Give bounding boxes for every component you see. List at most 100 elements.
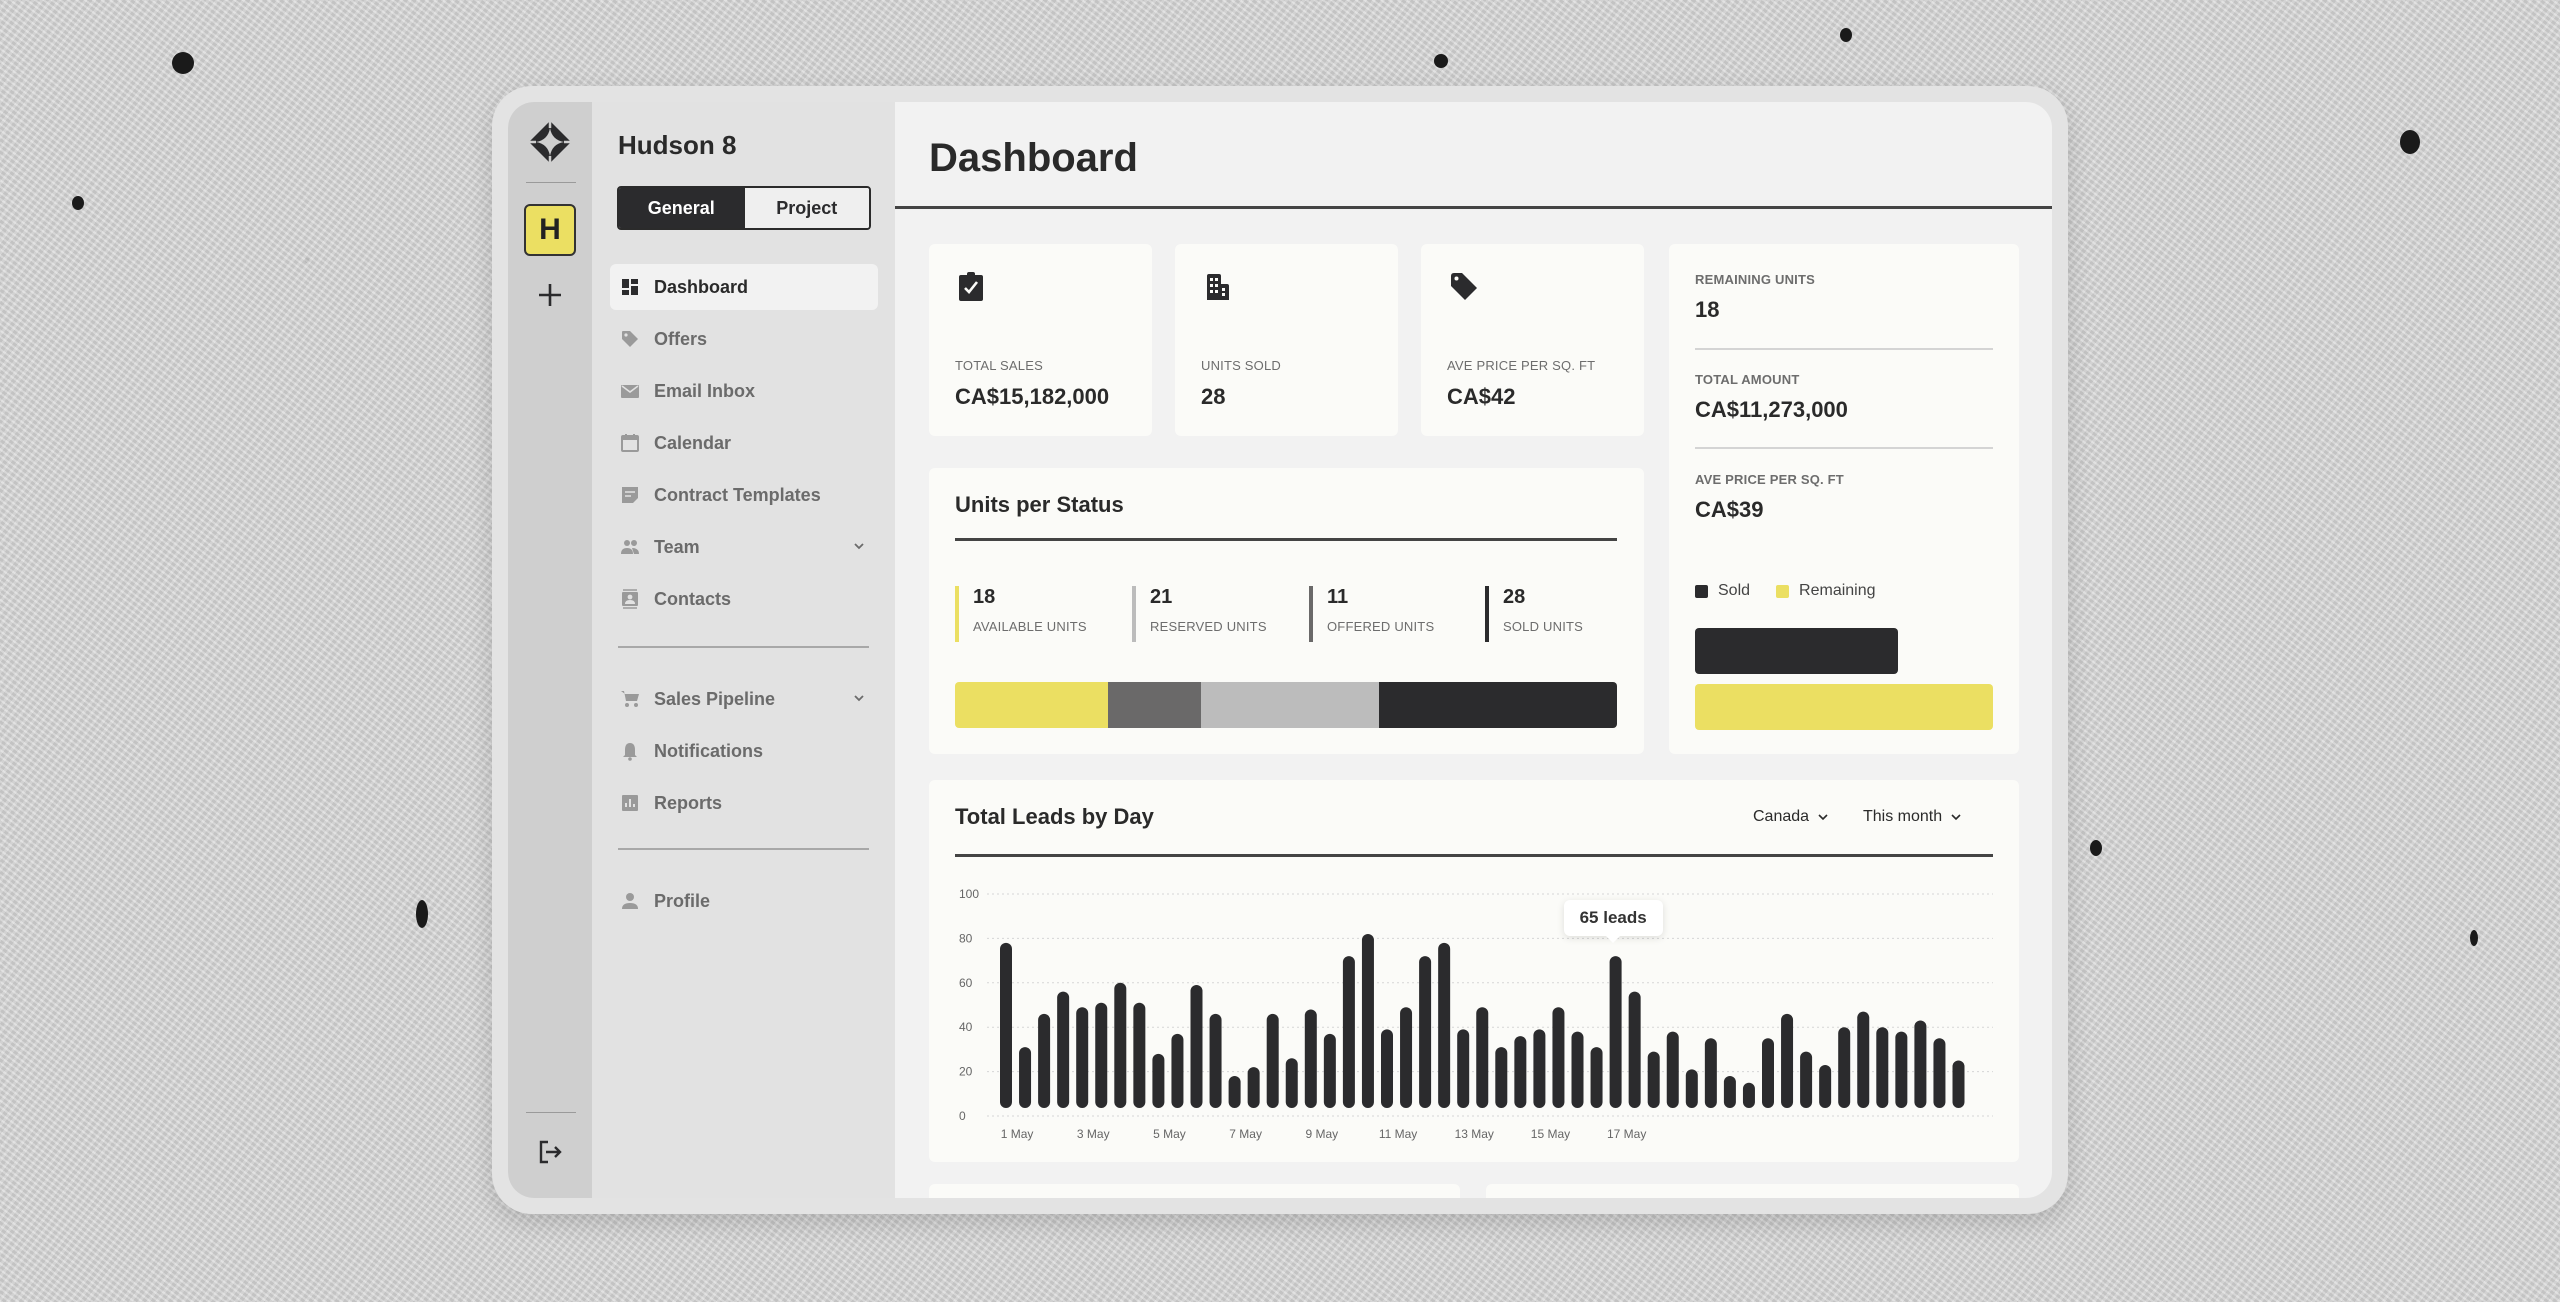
leads-bar[interactable] bbox=[1209, 1013, 1222, 1108]
leads-bar[interactable] bbox=[1800, 1051, 1813, 1108]
sidebar-item-offers[interactable]: Offers bbox=[610, 316, 878, 362]
leads-bar[interactable] bbox=[1742, 1082, 1755, 1108]
leads-bar[interactable] bbox=[1057, 991, 1070, 1108]
leads-bar[interactable] bbox=[1609, 956, 1622, 1108]
leads-bar[interactable] bbox=[1457, 1029, 1470, 1108]
app-rail: H bbox=[508, 102, 592, 1198]
leads-bar[interactable] bbox=[1895, 1031, 1908, 1108]
rail-divider bbox=[526, 1112, 576, 1113]
project-avatar-button[interactable]: H bbox=[524, 204, 576, 256]
leads-bar[interactable] bbox=[1266, 1013, 1279, 1108]
stat-value: 21 bbox=[1150, 586, 1173, 608]
leads-bar[interactable] bbox=[1381, 1029, 1393, 1108]
leads-bar[interactable] bbox=[1228, 1076, 1241, 1108]
main-content: Dashboard TOTAL SALES CA$15,182,000 UNIT… bbox=[895, 102, 2052, 1198]
contact-card-icon bbox=[622, 589, 638, 609]
leads-bar[interactable] bbox=[1514, 1036, 1527, 1108]
leads-bar[interactable] bbox=[1647, 1051, 1660, 1108]
period-dropdown[interactable]: This month bbox=[1863, 808, 1962, 826]
leads-bar[interactable] bbox=[1133, 1002, 1146, 1108]
leads-bar[interactable] bbox=[1952, 1060, 1965, 1109]
sidebar-item-contract-templates[interactable]: Contract Templates bbox=[610, 472, 878, 518]
leads-bar[interactable] bbox=[1419, 956, 1432, 1108]
leads-bar[interactable] bbox=[1685, 1069, 1698, 1108]
leads-bar[interactable] bbox=[1400, 1007, 1413, 1108]
chevron-down-icon[interactable] bbox=[852, 539, 866, 553]
leads-bar[interactable] bbox=[1781, 1013, 1794, 1108]
leads-bar[interactable] bbox=[1857, 1011, 1870, 1108]
chart-tooltip: 65 leads bbox=[1563, 900, 1663, 944]
leads-bar[interactable] bbox=[1838, 1027, 1851, 1108]
kpi-label: TOTAL SALES bbox=[955, 358, 1043, 373]
add-project-icon[interactable] bbox=[535, 280, 565, 310]
tab-general[interactable]: General bbox=[619, 188, 744, 228]
units-stacked-bar bbox=[955, 682, 1617, 728]
leads-bar[interactable] bbox=[1438, 942, 1451, 1108]
stack-segment-offered[interactable] bbox=[1107, 682, 1202, 728]
kpi-card-ave-price: AVE PRICE PER SQ. FT CA$42 bbox=[1421, 244, 1644, 436]
leads-bar[interactable] bbox=[1152, 1053, 1165, 1108]
leads-bar[interactable] bbox=[1304, 1009, 1317, 1108]
leads-bar[interactable] bbox=[1762, 1038, 1774, 1108]
leads-bar[interactable] bbox=[1666, 1031, 1679, 1108]
leads-bar[interactable] bbox=[1704, 1038, 1717, 1108]
background-speck bbox=[1840, 28, 1852, 42]
legend-label: Remaining bbox=[1799, 582, 1876, 599]
sidebar-item-label: Dashboard bbox=[654, 276, 749, 297]
tag-icon bbox=[1451, 273, 1477, 300]
leads-bar[interactable] bbox=[1533, 1029, 1546, 1108]
leads-bar[interactable] bbox=[1342, 956, 1355, 1108]
x-tick-label: 15 May bbox=[1531, 1127, 1570, 1141]
sidebar-item-email-inbox[interactable]: Email Inbox bbox=[610, 368, 878, 414]
leads-bar[interactable] bbox=[1019, 1047, 1032, 1108]
background-speck bbox=[172, 52, 194, 74]
logout-icon[interactable] bbox=[536, 1138, 564, 1166]
leads-bar[interactable] bbox=[1571, 1031, 1584, 1108]
leads-bar[interactable] bbox=[1876, 1027, 1889, 1108]
sold-bar[interactable] bbox=[1695, 628, 1898, 674]
leads-bar[interactable] bbox=[1819, 1064, 1832, 1108]
tab-project[interactable]: Project bbox=[743, 188, 869, 228]
sold-remaining-legend: Sold Remaining bbox=[1695, 582, 1902, 600]
leads-bar[interactable] bbox=[1476, 1007, 1489, 1108]
leads-bar[interactable] bbox=[1914, 1020, 1927, 1108]
sidebar-item-label: Profile bbox=[654, 890, 711, 911]
leads-bar[interactable] bbox=[1323, 1033, 1336, 1108]
sidebar-item-sales-pipeline[interactable]: Sales Pipeline bbox=[610, 676, 878, 722]
sidebar-item-team[interactable]: Team bbox=[610, 524, 878, 570]
leads-bar[interactable] bbox=[1114, 982, 1127, 1108]
remaining-bar[interactable] bbox=[1695, 684, 1993, 730]
leads-bar[interactable] bbox=[1095, 1002, 1108, 1108]
stack-segment-available[interactable] bbox=[955, 682, 1108, 728]
scope-toggle: General Project bbox=[617, 186, 871, 230]
sidebar-item-dashboard[interactable]: Dashboard bbox=[610, 264, 878, 310]
leads-bar[interactable] bbox=[1933, 1038, 1946, 1108]
app-logo-icon[interactable] bbox=[528, 120, 572, 164]
leads-bar[interactable] bbox=[1552, 1007, 1565, 1108]
sidebar-item-reports[interactable]: Reports bbox=[610, 780, 878, 826]
leads-bar[interactable] bbox=[1038, 1013, 1051, 1108]
stack-segment-reserved[interactable] bbox=[1201, 682, 1380, 728]
sidebar-item-calendar[interactable]: Calendar bbox=[610, 420, 878, 466]
region-dropdown[interactable]: Canada bbox=[1753, 808, 1829, 826]
x-tick-label: 13 May bbox=[1455, 1127, 1494, 1141]
calendar-icon bbox=[621, 434, 639, 452]
sidebar-item-notifications[interactable]: Notifications bbox=[610, 728, 878, 774]
leads-bar[interactable] bbox=[1723, 1076, 1736, 1108]
stack-segment-sold[interactable] bbox=[1379, 682, 1617, 728]
leads-bar[interactable] bbox=[1285, 1058, 1298, 1108]
chevron-down-icon[interactable] bbox=[852, 691, 866, 705]
sidebar-item-contacts[interactable]: Contacts bbox=[610, 576, 878, 622]
leads-bar[interactable] bbox=[1076, 1007, 1089, 1108]
period-dropdown-value: This month bbox=[1863, 808, 1943, 825]
cart-icon bbox=[621, 691, 639, 707]
leads-bar[interactable] bbox=[1247, 1067, 1260, 1108]
leads-bar[interactable] bbox=[1190, 985, 1203, 1108]
leads-bar[interactable] bbox=[1590, 1047, 1603, 1108]
leads-bar[interactable] bbox=[1171, 1033, 1184, 1108]
sidebar-item-profile[interactable]: Profile bbox=[610, 878, 878, 924]
leads-bar[interactable] bbox=[1628, 991, 1641, 1108]
leads-bar[interactable] bbox=[1000, 942, 1012, 1108]
leads-bar[interactable] bbox=[1495, 1047, 1508, 1108]
leads-bar[interactable] bbox=[1361, 933, 1374, 1108]
